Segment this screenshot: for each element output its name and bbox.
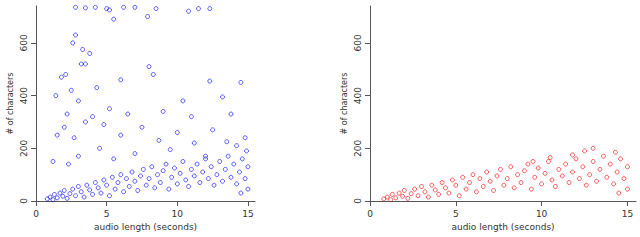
svg-text:0: 0 (353, 198, 363, 204)
svg-text:15: 15 (242, 209, 253, 219)
svg-text:audio length (seconds): audio length (seconds) (451, 222, 554, 232)
svg-text:15: 15 (622, 209, 633, 219)
svg-text:600: 600 (353, 34, 363, 51)
svg-text:200: 200 (353, 139, 363, 156)
svg-text:0: 0 (19, 198, 29, 204)
svg-text:audio length (seconds): audio length (seconds) (94, 222, 197, 232)
svg-text:10: 10 (536, 209, 548, 219)
svg-text:400: 400 (19, 87, 29, 104)
svg-text:600: 600 (19, 34, 29, 51)
svg-text:# of characters: # of characters (340, 73, 349, 135)
svg-text:# of characters: # of characters (6, 73, 15, 135)
svg-text:10: 10 (172, 209, 184, 219)
svg-text:0: 0 (367, 209, 373, 219)
svg-text:5: 5 (453, 209, 459, 219)
svg-text:0: 0 (33, 209, 39, 219)
svg-text:200: 200 (19, 139, 29, 156)
svg-text:400: 400 (353, 87, 363, 104)
svg-text:5: 5 (104, 209, 110, 219)
